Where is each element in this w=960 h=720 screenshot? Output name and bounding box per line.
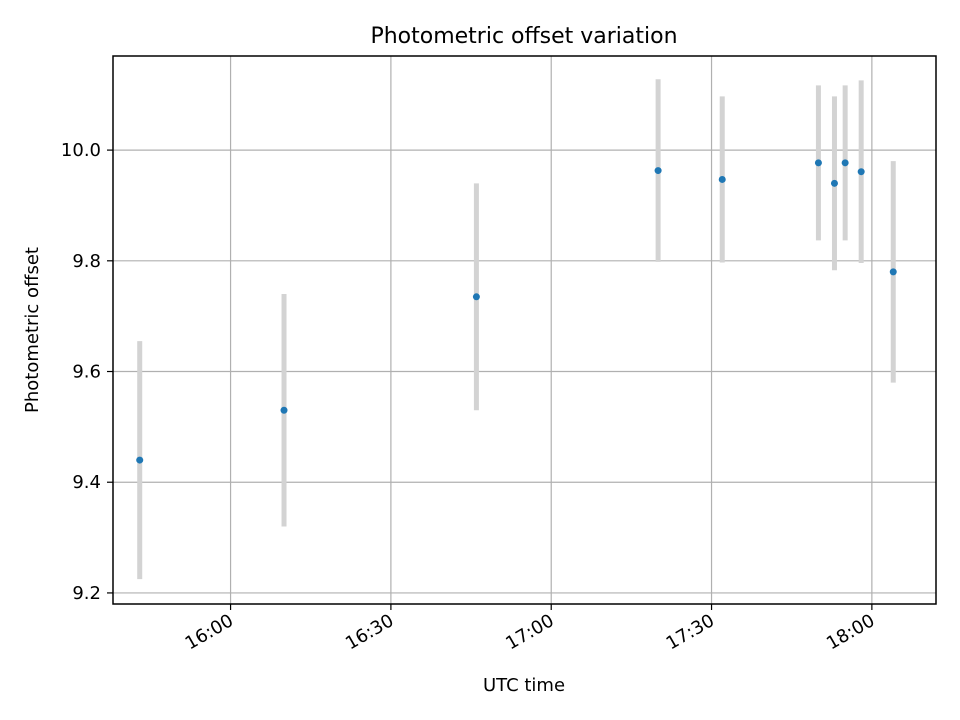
y-tick-label: 9.6 [72, 362, 101, 383]
error-bars [137, 79, 896, 580]
x-tick-label: 16:30 [342, 610, 397, 654]
grid [113, 56, 936, 604]
data-point [280, 406, 288, 414]
plot-frame [112, 55, 937, 605]
y-tick-label: 10.0 [61, 140, 101, 161]
data-point [472, 293, 480, 301]
y-tick-label: 9.2 [72, 583, 101, 604]
data-point [136, 456, 144, 464]
data-point [857, 168, 865, 176]
chart-title: Photometric offset variation [370, 24, 677, 49]
x-axis-label: UTC time [483, 675, 565, 696]
data-point [889, 268, 897, 276]
data-point [718, 175, 726, 183]
x-tick-label: 18:00 [823, 610, 878, 654]
x-tick-label: 16:00 [182, 610, 237, 654]
data-point [654, 167, 662, 175]
data-point [841, 159, 849, 167]
data-point [814, 159, 822, 167]
y-ticks: 9.2 9.4 9.6 9.8 10.0 [61, 140, 113, 604]
y-axis-label: Photometric offset [22, 247, 43, 413]
data-points [136, 159, 897, 464]
x-ticks: 16:00 16:30 17:00 17:30 18:00 [182, 604, 878, 654]
y-tick-label: 9.4 [72, 472, 101, 493]
x-tick-label: 17:30 [663, 610, 718, 654]
x-tick-label: 17:00 [502, 610, 557, 654]
data-point [830, 179, 838, 187]
y-tick-label: 9.8 [72, 251, 101, 272]
